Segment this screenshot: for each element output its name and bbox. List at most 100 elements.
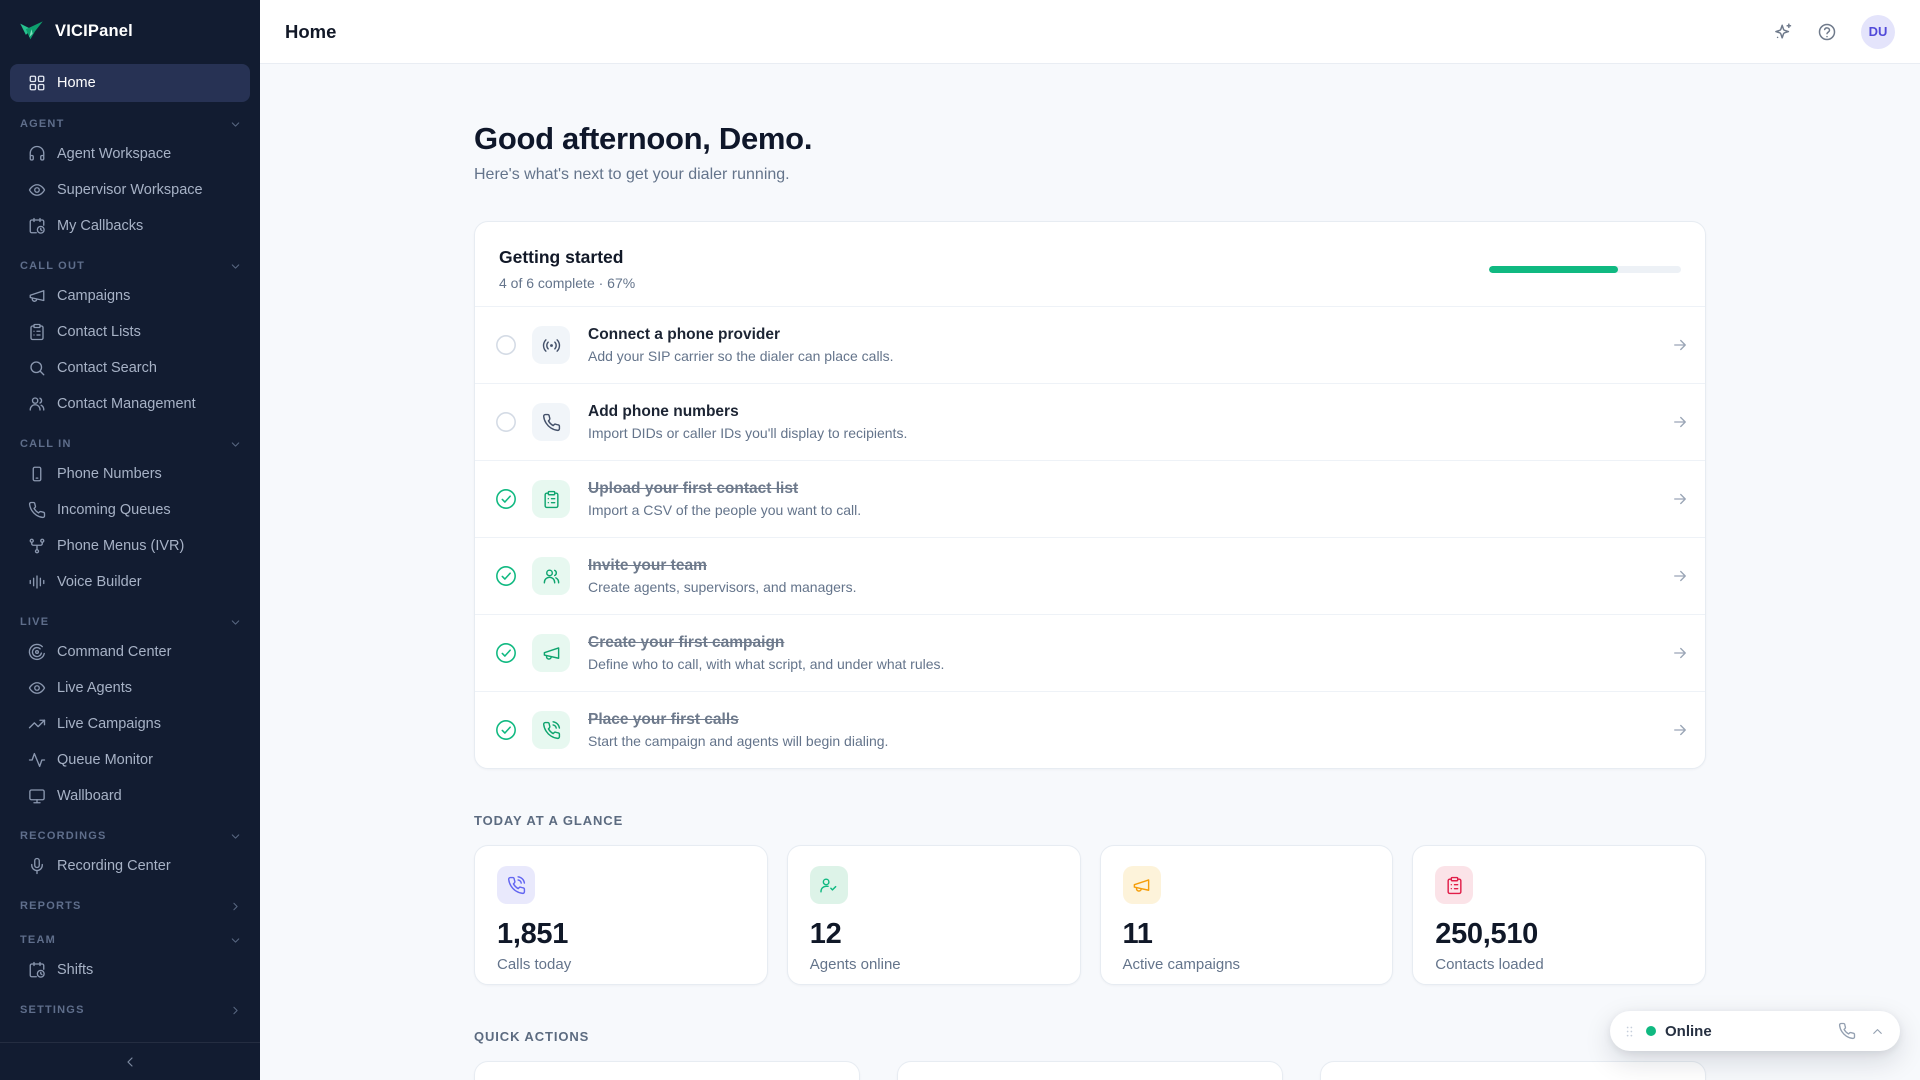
sidebar-nav: VICIPanel Home AGENT Agent Workspace Sup… — [0, 0, 260, 1042]
sidebar-item-command-center[interactable]: Command Center — [10, 634, 250, 670]
greeting-subtitle: Here's what's next to get your dialer ru… — [474, 166, 790, 183]
checklist-item-connect-provider[interactable]: Connect a phone provider Add your SIP ca… — [475, 306, 1705, 383]
unchecked-circle-icon — [495, 334, 517, 356]
sidebar-item-label: Home — [57, 75, 96, 91]
phone-icon — [28, 501, 46, 519]
sidebar-section-call-out[interactable]: CALL OUT — [10, 254, 250, 278]
chevron-left-icon — [122, 1054, 138, 1070]
clipboard-icon — [28, 323, 46, 341]
task-description: Import a CSV of the people you want to c… — [588, 502, 862, 518]
sidebar-item-my-callbacks[interactable]: My Callbacks — [10, 208, 250, 244]
task-description: Create agents, supervisors, and managers… — [588, 579, 857, 595]
help-icon[interactable] — [1817, 22, 1837, 42]
sidebar-item-phone-menus-ivr[interactable]: Phone Menus (IVR) — [10, 528, 250, 564]
sidebar-item-label: Queue Monitor — [57, 752, 153, 768]
arrow-right-icon[interactable] — [1671, 490, 1689, 508]
sidebar-item-phone-numbers[interactable]: Phone Numbers — [10, 456, 250, 492]
section-label: SETTINGS — [20, 1004, 85, 1016]
phone-icon — [542, 413, 561, 432]
checklist-item-invite-team[interactable]: Invite your team Create agents, supervis… — [475, 537, 1705, 614]
sidebar-item-contact-search[interactable]: Contact Search — [10, 350, 250, 386]
page-title: Home — [285, 20, 337, 42]
sidebar-section-call-in[interactable]: CALL IN — [10, 432, 250, 456]
arrow-right-icon[interactable] — [1671, 413, 1689, 431]
stat-label: Agents online — [809, 956, 901, 973]
sidebar-item-incoming-queues[interactable]: Incoming Queues — [10, 492, 250, 528]
sidebar-item-label: Phone Numbers — [57, 466, 162, 482]
getting-started-title: Getting started — [499, 247, 624, 267]
section-label: CALL OUT — [20, 260, 86, 272]
sidebar-item-queue-monitor[interactable]: Queue Monitor — [10, 742, 250, 778]
quick-action-card[interactable] — [1320, 1061, 1706, 1080]
task-icon-tile — [532, 711, 570, 749]
quick-action-card[interactable] — [474, 1061, 860, 1080]
section-label: RECORDINGS — [20, 830, 107, 842]
section-label: LIVE — [20, 616, 50, 628]
sidebar-section-settings[interactable]: SETTINGS — [10, 998, 250, 1022]
quick-actions-grid — [474, 1061, 1706, 1080]
sidebar-section-agent[interactable]: AGENT — [10, 112, 250, 136]
checked-circle-icon — [495, 719, 517, 741]
arrow-right-icon[interactable] — [1671, 336, 1689, 354]
sidebar-item-label: Contact Management — [57, 396, 196, 412]
megaphone-icon — [542, 644, 561, 663]
arrow-right-icon[interactable] — [1671, 721, 1689, 739]
sidebar-item-wallboard[interactable]: Wallboard — [10, 778, 250, 814]
arrow-right-icon[interactable] — [1671, 567, 1689, 585]
chevron-right-icon — [229, 1004, 242, 1017]
stat-value: 11 — [1122, 918, 1153, 950]
task-title: Upload your first contact list — [588, 480, 799, 497]
sidebar-item-label: Command Center — [57, 644, 172, 660]
split-branch-icon — [28, 537, 46, 555]
sidebar-item-live-agents[interactable]: Live Agents — [10, 670, 250, 706]
phone-icon[interactable] — [1838, 1022, 1856, 1040]
sidebar-section-live[interactable]: LIVE — [10, 610, 250, 634]
drag-handle-icon[interactable] — [1622, 1024, 1637, 1039]
smartphone-icon — [28, 465, 46, 483]
sidebar-item-shifts[interactable]: Shifts — [10, 952, 250, 988]
sidebar-item-label: Campaigns — [57, 288, 131, 304]
mic-icon — [28, 857, 46, 875]
sidebar-item-live-campaigns[interactable]: Live Campaigns — [10, 706, 250, 742]
sidebar-item-contact-lists[interactable]: Contact Lists — [10, 314, 250, 350]
quick-action-card[interactable] — [897, 1061, 1283, 1080]
app-name: VICIPanel — [55, 22, 133, 40]
sidebar-item-contact-management[interactable]: Contact Management — [10, 386, 250, 422]
agent-status-widget[interactable]: Online — [1610, 1011, 1900, 1051]
sidebar-item-recording-center[interactable]: Recording Center — [10, 848, 250, 884]
sidebar-item-supervisor-workspace[interactable]: Supervisor Workspace — [10, 172, 250, 208]
sidebar-section-recordings[interactable]: RECORDINGS — [10, 824, 250, 848]
megaphone-icon — [28, 287, 46, 305]
sidebar-section-team[interactable]: TEAM — [10, 928, 250, 952]
section-label: REPORTS — [20, 900, 82, 912]
sidebar-item-label: Incoming Queues — [57, 502, 171, 518]
sidebar-collapse-button[interactable] — [0, 1042, 260, 1080]
avatar[interactable]: DU — [1861, 14, 1895, 49]
sidebar-item-voice-builder[interactable]: Voice Builder — [10, 564, 250, 600]
checklist-item-add-phone-numbers[interactable]: Add phone numbers Import DIDs or caller … — [475, 383, 1705, 460]
arrow-right-icon[interactable] — [1671, 644, 1689, 662]
sidebar-item-home[interactable]: Home — [10, 64, 250, 102]
stat-value: 12 — [809, 918, 842, 950]
sidebar-section-reports[interactable]: REPORTS — [10, 894, 250, 918]
task-title: Create your first campaign — [588, 634, 785, 651]
brand[interactable]: VICIPanel — [10, 0, 250, 55]
chevron-up-icon[interactable] — [1870, 1024, 1885, 1039]
stat-icon-tile — [497, 866, 535, 904]
sidebar-item-label: Voice Builder — [57, 574, 142, 590]
checklist-item-upload-contact-list[interactable]: Upload your first contact list Import a … — [475, 460, 1705, 537]
quick-actions-heading: QUICK ACTIONS — [474, 1029, 590, 1044]
checklist-item-create-campaign[interactable]: Create your first campaign Define who to… — [475, 614, 1705, 691]
section-label: AGENT — [20, 118, 65, 130]
sidebar-item-agent-workspace[interactable]: Agent Workspace — [10, 136, 250, 172]
checklist-item-place-first-calls[interactable]: Place your first calls Start the campaig… — [475, 691, 1705, 768]
sidebar-item-campaigns[interactable]: Campaigns — [10, 278, 250, 314]
unchecked-circle-icon — [495, 411, 517, 433]
sparkles-ai-icon[interactable] — [1773, 22, 1793, 42]
task-title: Connect a phone provider — [588, 326, 781, 343]
chevron-down-icon — [229, 438, 242, 451]
search-icon — [28, 359, 46, 377]
stat-icon-tile — [1122, 866, 1161, 904]
users-icon — [542, 567, 561, 586]
radio-broadcast-icon — [542, 336, 561, 355]
